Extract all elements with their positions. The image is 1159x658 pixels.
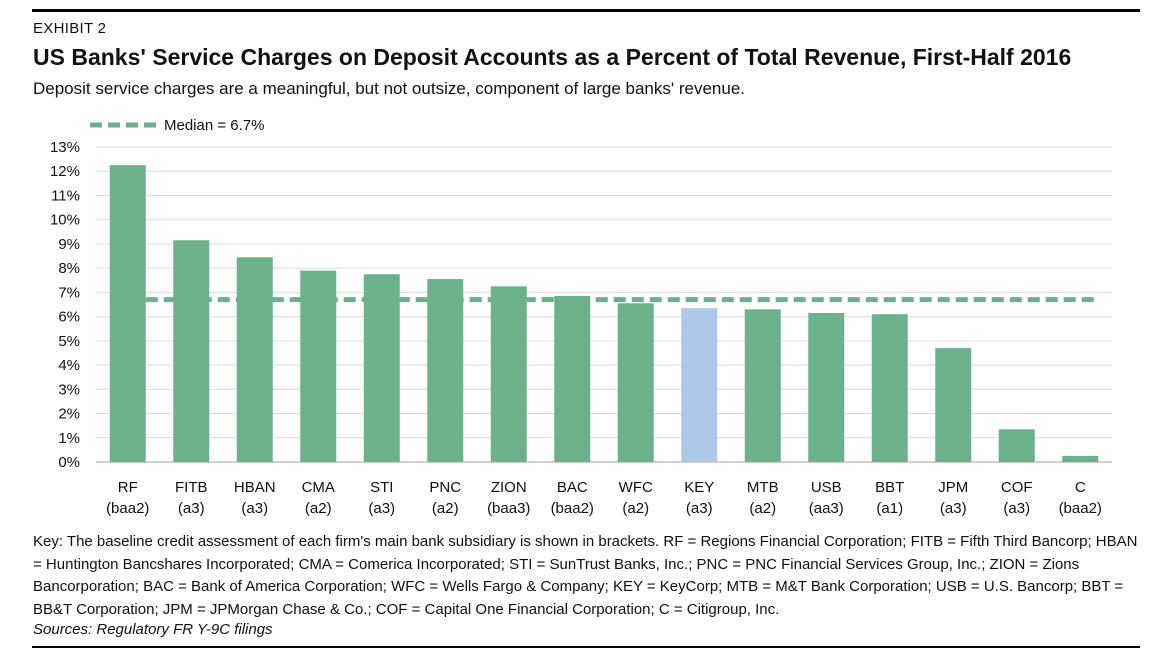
bar-sti [363, 274, 400, 462]
rating-label: (baa2) [1059, 500, 1102, 517]
x-tick-label: MTB [747, 479, 779, 496]
x-tick-label: PNC [429, 479, 461, 496]
x-tick-label: C [1075, 479, 1086, 496]
rating-label: (baa2) [551, 500, 594, 517]
legend: Median = 6.7% [90, 117, 264, 134]
x-tick-label: COF [1001, 479, 1033, 496]
y-tick-label: 3% [58, 381, 80, 398]
x-tick-label: FITB [175, 479, 208, 496]
rating-label: (a3) [241, 500, 268, 517]
x-tick-label: KEY [684, 479, 714, 496]
y-axis-ticks: 0% 1% 2% 3% 4% 5% 6% 7% 8% 9% 10% 11% 12% 13% [50, 139, 80, 471]
y-tick-label: 6% [58, 309, 80, 326]
bars [109, 165, 1099, 462]
rating-label: (a3) [940, 500, 967, 517]
y-tick-label: 4% [58, 357, 80, 374]
bar-cof [998, 429, 1035, 462]
x-tick-label: JPM [938, 479, 968, 496]
rating-label: (baa3) [487, 500, 530, 517]
bar-bbt [871, 314, 908, 462]
rating-label: (a3) [368, 500, 395, 517]
y-tick-label: 12% [50, 163, 80, 180]
x-tick-label: RF [118, 479, 138, 496]
y-tick-label: 7% [58, 284, 80, 301]
legend-median-label: Median = 6.7% [164, 117, 264, 134]
rating-label: (a3) [178, 500, 205, 517]
y-tick-label: 13% [50, 139, 80, 156]
x-tick-label: CMA [302, 479, 335, 496]
y-tick-label: 11% [51, 187, 80, 204]
rating-label: (baa2) [106, 500, 149, 517]
x-tick-label: STI [370, 479, 393, 496]
key-note: Key: The baseline credit assessment of e… [33, 533, 1138, 618]
rating-label: (a1) [876, 500, 903, 517]
y-tick-label: 8% [58, 260, 80, 277]
x-tick-label: BBT [875, 479, 904, 496]
bar-fitb [173, 240, 210, 462]
sources-note: Sources: Regulatory FR Y-9C filings [33, 621, 273, 638]
y-tick-label: 5% [58, 333, 80, 350]
bar-hban [236, 257, 273, 462]
x-tick-label: USB [811, 479, 842, 496]
rating-label: (a2) [432, 500, 459, 517]
y-tick-label: 2% [58, 406, 80, 423]
exhibit-label: EXHIBIT 2 [33, 20, 107, 37]
y-tick-label: 0% [58, 454, 80, 471]
bar-key [681, 308, 718, 462]
chart-title: US Banks' Service Charges on Deposit Acc… [33, 44, 1072, 70]
y-tick-label: 1% [58, 430, 80, 447]
bottom-rule [32, 646, 1140, 648]
bar-usb [808, 312, 845, 462]
rating-label: (a3) [686, 500, 713, 517]
rating-label: (a2) [622, 500, 649, 517]
rating-label: (aa3) [809, 500, 844, 517]
bar-zion [490, 286, 527, 462]
bar-bac [554, 296, 591, 462]
x-axis-labels: RF (baa2) FITB (a3) HBAN (a3) CMA (a2) STI (a3) PN… [106, 479, 1102, 517]
x-tick-label: WFC [619, 479, 653, 496]
y-tick-label: 9% [58, 236, 80, 253]
bar-wfc [617, 303, 654, 462]
x-tick-label: ZION [491, 479, 527, 496]
rating-label: (a3) [1003, 500, 1030, 517]
rating-label: (a2) [749, 500, 776, 517]
rating-label: (a2) [305, 500, 332, 517]
bar-cma [300, 270, 337, 462]
top-rule [32, 9, 1140, 12]
bar-mtb [744, 309, 781, 462]
x-tick-label: BAC [557, 479, 588, 496]
bar-pnc [427, 279, 464, 462]
bar-chart: 0% 1% 2% 3% 4% 5% 6% 7% 8% 9% 10% 11% 12% 13% RF (baa2… [50, 117, 1112, 517]
bar-rf [109, 165, 146, 462]
chart-subtitle: Deposit service charges are a meaningful… [33, 79, 745, 98]
y-tick-label: 10% [50, 212, 80, 229]
x-tick-label: HBAN [234, 479, 276, 496]
bar-c [1062, 455, 1099, 462]
bar-jpm [935, 348, 972, 462]
